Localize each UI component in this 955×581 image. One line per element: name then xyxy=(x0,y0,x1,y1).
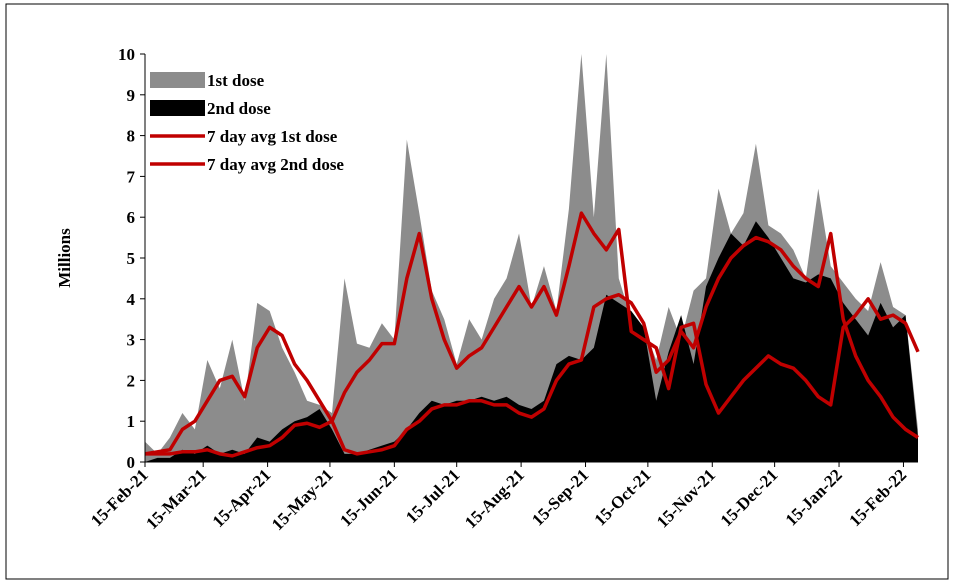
x-tick-label: 15-Jul-21 xyxy=(402,465,464,527)
x-tick-label: 15-Oct-21 xyxy=(591,465,655,529)
y-tick-label: 8 xyxy=(127,127,136,146)
x-tick-label: 15-Jan-22 xyxy=(782,465,846,529)
line xyxy=(145,231,919,458)
x-tick-label: 15-Aug-21 xyxy=(461,465,528,532)
y-tick-label: 9 xyxy=(127,86,136,105)
y-tick-label: 5 xyxy=(127,249,136,268)
x-tick-label: 15-Jun-21 xyxy=(336,465,401,530)
y-tick-label: 4 xyxy=(127,290,136,309)
y-tick-label: 6 xyxy=(127,208,136,227)
y-axis-label: Millions xyxy=(55,228,74,288)
y-tick-label: 10 xyxy=(118,45,135,64)
y-tick-label: 0 xyxy=(127,453,136,472)
y-tick-label: 2 xyxy=(127,371,136,390)
x-tick-label: 15-Sep-21 xyxy=(528,465,592,529)
x-tick-label: 15-May-21 xyxy=(268,465,337,534)
line xyxy=(144,211,920,456)
x-tick-label: 15-Dec-21 xyxy=(717,465,782,530)
legend-label: 2nd dose xyxy=(207,99,271,118)
y-tick-label: 7 xyxy=(127,167,136,186)
x-tick-label: 15-Nov-21 xyxy=(653,465,719,531)
legend-swatch xyxy=(150,100,205,116)
legend-label: 7 day avg 1st dose xyxy=(207,127,338,146)
y-tick-label: 1 xyxy=(127,412,136,431)
x-tick-label: 15-Feb-22 xyxy=(845,465,910,530)
legend-label: 1st dose xyxy=(207,71,265,90)
area xyxy=(145,221,918,462)
frame xyxy=(5,3,949,580)
y-tick-label: 3 xyxy=(127,331,136,350)
legend-swatch xyxy=(150,72,205,88)
x-tick-label: 15-Apr-21 xyxy=(209,465,275,531)
x-tick-label: 15-Mar-21 xyxy=(142,465,210,533)
legend-label: 7 day avg 2nd dose xyxy=(207,155,344,174)
